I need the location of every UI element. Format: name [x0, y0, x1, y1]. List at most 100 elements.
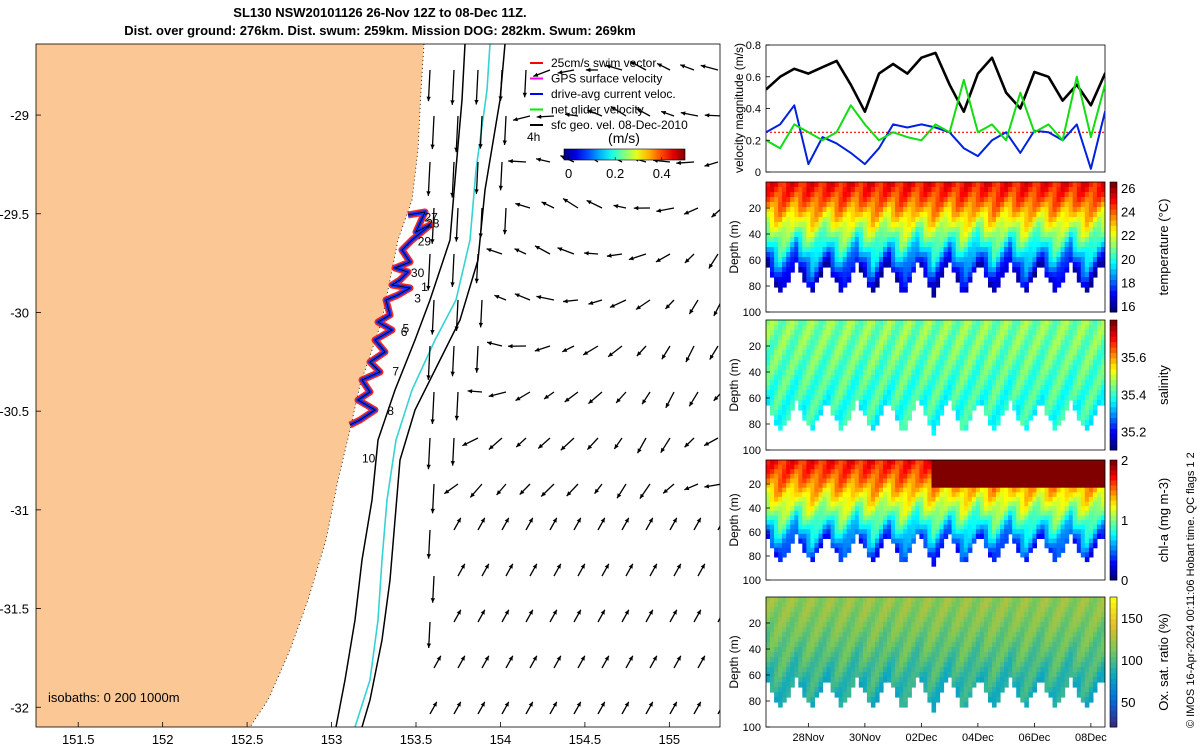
- vector-arrow: [431, 299, 435, 335]
- glider-path: [349, 211, 431, 426]
- depth-tick-label: 100: [743, 722, 761, 734]
- section-colorbar-tick: 35.4: [1121, 387, 1146, 402]
- depth-tick-label: 20: [749, 203, 761, 215]
- depth-section-panel: 20 40 60 80 100 Depth (m) 16 18 20 22 24 26 temperat…: [727, 181, 1171, 319]
- legend-entry: sfc geo. vel. 08-Dec-2010: [551, 118, 688, 132]
- vector-arrow: [717, 617, 720, 623]
- section-colorbar-tick: 18: [1121, 275, 1135, 290]
- section-colorbar-tick: 20: [1121, 252, 1135, 267]
- velocity-tick-label: 0.6: [746, 72, 761, 84]
- isobath-1000m: [361, 44, 506, 727]
- map-lon-ticks: 151.5 152 152.5 153 153.5 154 154.5 155: [62, 722, 680, 747]
- map-lon-tick-label: 153.5: [400, 732, 433, 747]
- vector-arrow: [451, 161, 455, 198]
- legend-entry: 25cm/s swim vector: [551, 56, 656, 70]
- map-lon-tick-label: 155: [658, 732, 680, 747]
- depth-tick-label: 40: [749, 644, 761, 656]
- velocity-tick-label: 0.4: [746, 104, 761, 116]
- vector-arrow: [479, 207, 483, 239]
- depth-section-panel: 20 40 60 80 100 Depth (m) 50 100 150 Ox. sat. rat…: [727, 596, 1171, 744]
- depth-section-panel: 20 40 60 80 100 Depth (m) 35.2 35.4 35.6 salinity: [727, 319, 1171, 457]
- section-colorbar-tick: 22: [1121, 228, 1135, 243]
- map-lat-tick-label: -31: [10, 503, 29, 518]
- map-lat-ticks: -29 -29.5 -30 -30.5 -31 -31.5 -32: [0, 108, 41, 715]
- map-lon-tick-label: 152.5: [231, 732, 264, 747]
- depth-tick-label: 40: [749, 229, 761, 241]
- depth-tick-label: 60: [749, 670, 761, 682]
- speed-colorbar-tick: 0: [565, 166, 572, 181]
- vector-arrow: [427, 345, 431, 380]
- vector-arrow: [455, 299, 459, 331]
- map-lat-tick-label: -29.5: [0, 207, 29, 222]
- time-tick-label: 02Dec: [905, 732, 937, 744]
- glider-track: [348, 208, 434, 429]
- section-colorbar: 50 100 150 Ox. sat. ratio (%): [1109, 596, 1171, 728]
- geostrophic-vector-field: [426, 61, 720, 715]
- vector-arrow: [427, 161, 431, 196]
- vector-arrow: [427, 69, 431, 102]
- depth-tick-label: 60: [749, 393, 761, 405]
- vector-arrow: [475, 253, 479, 284]
- copyright-note: © IMOS 16-Apr-2024 00:11:06 Hobart time.…: [1185, 452, 1197, 728]
- depth-tick-label: 100: [743, 445, 761, 457]
- depth-ylabel: Depth (m): [727, 220, 741, 273]
- depth-tick-label: 80: [749, 696, 761, 708]
- section-colorbar-tick: 24: [1121, 205, 1135, 220]
- section-colorbar-label: Ox. sat. ratio (%): [1156, 613, 1171, 711]
- legend-entry: GPS surface velocity: [551, 72, 662, 86]
- section-colorbar-label: chl-a (mg m-3): [1156, 478, 1171, 563]
- velocity-tick-label: 0.8: [746, 40, 761, 52]
- isobath-200m: [335, 44, 466, 727]
- vector-arrow: [451, 253, 455, 287]
- speed-colorbar-bar: [563, 148, 686, 161]
- depth-panel-frame: [765, 319, 1106, 451]
- depth-tick-label: 80: [749, 551, 761, 563]
- depth-panel-frame: [765, 459, 1106, 581]
- section-colorbar-tick: 1: [1121, 513, 1128, 528]
- legend-extra-label: 4h: [527, 130, 540, 144]
- vector-arrow: [455, 115, 459, 153]
- depth-tick-label: 40: [749, 503, 761, 515]
- track-day-label: 8: [387, 404, 394, 418]
- speed-colorbar-tick: 0.4: [653, 166, 671, 181]
- section-colorbar-tick: 0: [1121, 573, 1128, 588]
- vector-arrow: [455, 207, 459, 242]
- depth-section-panel: 20 40 60 80 100 Depth (m) 0 1 2 chl-a (mg m-3): [727, 453, 1171, 588]
- vector-arrow: [427, 437, 431, 470]
- depth-tick-label: 80: [749, 419, 761, 431]
- section-colorbar-tick: 35.6: [1121, 350, 1146, 365]
- section-colorbar: 0 1 2 chl-a (mg m-3): [1109, 453, 1171, 588]
- section-colorbar-tick: 2: [1121, 453, 1128, 468]
- velocity-series-line: [766, 75, 1105, 150]
- depth-tick-label: 20: [749, 341, 761, 353]
- map-lon-tick-label: 152: [152, 732, 174, 747]
- map-lat-tick-label: -31.5: [0, 602, 29, 617]
- section-colorbar: 35.2 35.4 35.6 salinity: [1109, 319, 1171, 451]
- title-line-1: SL130 NSW20101126 26-Nov 12Z to 08-Dec 1…: [233, 5, 527, 20]
- map-lon-tick-label: 154: [490, 732, 512, 747]
- velocity-ylabel: velocity magnitude (m/s): [732, 43, 746, 173]
- speed-colorbar: (m/s) 0 0.2 0.4: [563, 130, 686, 181]
- track-day-label: 7: [392, 365, 399, 379]
- depth-panel-frame: [765, 181, 1106, 313]
- section-colorbar-tick: 16: [1121, 299, 1135, 314]
- legend-entry: drive-avg current veloc.: [551, 87, 676, 101]
- figure-title: SL130 NSW20101126 26-Nov 12Z to 08-Dec 1…: [0, 4, 760, 40]
- vector-arrow: [717, 525, 720, 531]
- speed-colorbar-label: (m/s): [608, 130, 640, 146]
- track-day-label: 1: [421, 280, 428, 294]
- depth-ylabel: Depth (m): [727, 635, 741, 688]
- map-lon-tick-label: 151.5: [62, 732, 95, 747]
- vector-arrow: [427, 253, 431, 291]
- depth-tick-label: 60: [749, 527, 761, 539]
- section-colorbar-tick: 26: [1121, 181, 1135, 196]
- time-tick-label: 06Dec: [1018, 732, 1050, 744]
- time-tick-label: 30Nov: [849, 732, 881, 744]
- velocity-magnitude-panel: 0 0.2 0.4 0.6 0.8 velocity magnitude (m/s): [732, 40, 1106, 179]
- depth-tick-label: 60: [749, 255, 761, 267]
- map-lat-tick-label: -29: [10, 108, 29, 123]
- vector-arrow: [479, 299, 483, 328]
- map-lon-tick-label: 154.5: [569, 732, 602, 747]
